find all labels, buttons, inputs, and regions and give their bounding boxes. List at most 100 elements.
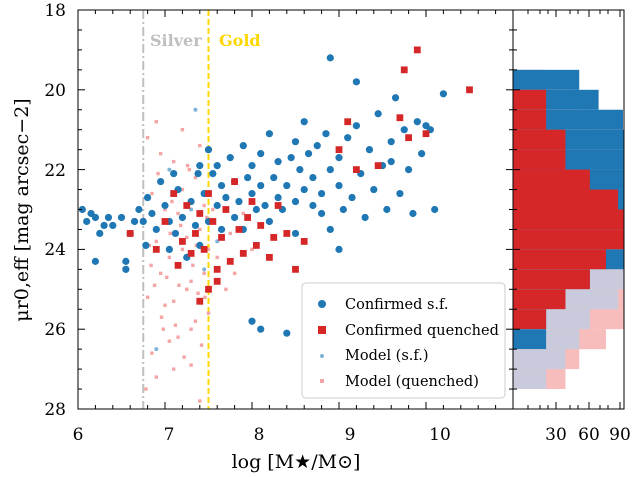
point-small-square-1 [150, 191, 154, 196]
point-circle-21 [161, 201, 169, 210]
point-circle-87 [374, 110, 382, 118]
point-square-1 [152, 246, 160, 253]
point-circle-47 [239, 142, 247, 150]
point-square-23 [252, 242, 260, 249]
point-square-6 [183, 202, 191, 209]
point-small-square-23 [180, 187, 185, 192]
point-small-square-52 [211, 207, 215, 212]
point-small-square-18 [158, 151, 163, 156]
point-circle-76 [326, 225, 334, 234]
point-circle-5 [100, 221, 108, 230]
point-small-square-39 [187, 167, 192, 172]
point-small-square-34 [165, 275, 169, 280]
point-small-square-56 [228, 231, 232, 236]
point-small-square-17 [154, 375, 158, 379]
point-small-square-9 [185, 287, 189, 291]
legend-label-quenched: Confirmed quenched [345, 323, 499, 339]
point-square-18 [231, 178, 238, 185]
point-circle-92 [396, 189, 404, 198]
point-small-square-62 [172, 367, 176, 371]
point-small-circle-0 [193, 107, 198, 112]
point-circle-37 [209, 169, 217, 178]
point-small-square-33 [161, 327, 165, 331]
point-small-square-24 [185, 235, 189, 240]
point-square-16 [222, 206, 230, 213]
point-circle-85 [365, 146, 374, 154]
point-circle-110 [318, 209, 326, 218]
point-small-square-57 [232, 271, 237, 276]
point-small-square-6 [172, 159, 176, 164]
point-square-33 [374, 162, 382, 170]
point-circle-15 [139, 217, 147, 226]
point-square-25 [266, 253, 273, 261]
point-small-square-60 [180, 128, 185, 132]
point-circle-106 [387, 158, 395, 166]
hist-bar-sf-13 [513, 329, 547, 350]
point-circle-93 [400, 126, 408, 134]
point-circle-86 [370, 185, 378, 194]
hist-bar-q-9 [513, 249, 606, 270]
point-circle-67 [300, 185, 308, 194]
point-small-square-31 [152, 283, 157, 288]
point-small-circle-4 [202, 267, 207, 272]
point-small-square-10 [189, 327, 193, 331]
point-small-square-47 [168, 231, 172, 236]
histogram-tick-labels: 30 60 90 [545, 425, 631, 445]
hist-bar-sf-0 [513, 69, 580, 90]
point-square-42 [213, 277, 221, 285]
point-circle-25 [171, 229, 180, 238]
point-small-square-22 [176, 335, 180, 339]
point-square-27 [274, 202, 282, 209]
hist-tick-90: 90 [609, 425, 631, 445]
point-circle-57 [265, 217, 273, 226]
point-small-square-48 [177, 283, 181, 288]
legend-label-model-sf: Model (s.f.) [345, 348, 429, 364]
point-circle-19 [152, 225, 160, 234]
point-circle-91 [391, 94, 400, 102]
point-circle-36 [204, 146, 213, 154]
point-square-12 [205, 285, 212, 293]
hist-bar-q-6 [513, 189, 618, 210]
point-small-square-44 [144, 387, 148, 391]
point-small-square-11 [193, 175, 198, 180]
point-circle-68 [300, 118, 308, 126]
point-small-square-42 [199, 343, 204, 347]
point-small-square-14 [206, 311, 211, 315]
point-small-square-63 [189, 363, 193, 367]
point-small-square-38 [182, 355, 186, 359]
point-square-0 [126, 230, 134, 237]
point-square-20 [239, 249, 247, 257]
y-tick-28: 28 [44, 400, 66, 420]
point-circle-31 [194, 169, 202, 178]
point-circle-75 [326, 166, 334, 174]
point-small-square-49 [185, 163, 190, 168]
y-tick-20: 20 [44, 81, 66, 101]
point-small-square-51 [203, 295, 207, 299]
point-small-square-40 [191, 263, 195, 268]
point-circle-81 [348, 193, 356, 202]
point-circle-38 [213, 201, 221, 210]
point-circle-42 [222, 193, 230, 202]
point-square-21 [244, 214, 252, 221]
point-circle-71 [309, 173, 317, 182]
gold-label: Gold [219, 31, 261, 50]
point-circle-9 [117, 213, 126, 222]
point-circle-27 [178, 213, 186, 222]
point-small-square-59 [250, 247, 254, 252]
hist-bar-q-12 [513, 309, 547, 330]
point-square-22 [248, 198, 256, 205]
point-circle-78 [335, 181, 343, 190]
point-circle-63 [287, 154, 295, 162]
point-square-13 [209, 218, 217, 225]
point-circle-58 [270, 173, 278, 182]
point-circle-66 [296, 166, 304, 174]
point-small-square-46 [159, 315, 164, 319]
point-circle-49 [244, 173, 252, 182]
point-circle-70 [309, 201, 317, 210]
legend-label-model-q: Model (quenched) [345, 374, 479, 390]
point-circle-46 [235, 197, 243, 206]
point-square-39 [413, 46, 421, 54]
point-square-11 [205, 190, 212, 197]
point-circle-55 [261, 201, 269, 210]
x-tick-8: 8 [254, 425, 265, 445]
